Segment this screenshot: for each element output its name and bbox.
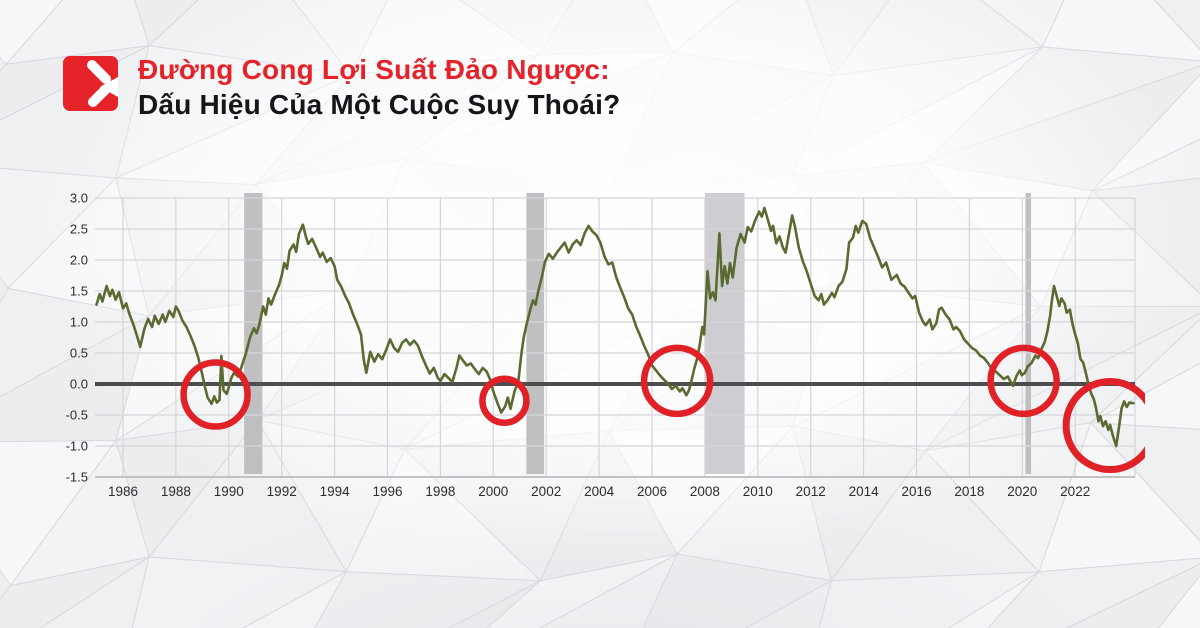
gridlines (95, 197, 1136, 478)
spread-series-line (95, 206, 1135, 448)
x-axis-label: 1992 (267, 484, 297, 499)
recession-band (1025, 193, 1032, 474)
x-axis-label: 1996 (372, 484, 402, 499)
inversion-circles (180, 344, 1145, 474)
y-axis-label: -1.5 (66, 470, 88, 485)
recession-bands (244, 193, 1032, 474)
header: Đường Cong Lợi Suất Đảo Ngược: Dấu Hiệu … (63, 54, 620, 122)
y-axis-label: -0.5 (66, 408, 88, 423)
x-axis-label: 2018 (954, 484, 984, 499)
inversion-circle (640, 344, 714, 418)
y-axis-label: 2.5 (70, 222, 88, 237)
inversion-circle (987, 344, 1060, 418)
page-title: Đường Cong Lợi Suất Đảo Ngược: Dấu Hiệu … (138, 52, 620, 122)
x-axis-label: 2004 (584, 484, 615, 499)
logo-slash-bottom-icon (88, 84, 111, 107)
x-axis-label: 2012 (796, 484, 826, 499)
recession-band (526, 193, 545, 474)
recession-band (244, 193, 263, 474)
y-axis-label: 1.5 (70, 284, 88, 299)
x-axis-label: 2008 (690, 484, 720, 499)
inversion-circle (1062, 378, 1145, 474)
title-line-2: Dấu Hiệu Của Một Cuộc Suy Thoái? (138, 89, 621, 120)
x-axis-labels: 1986 1988 1990 1992 1994 1996 1998 2000 2002 2004… (108, 484, 1090, 499)
x-axis-label: 1988 (161, 484, 191, 499)
y-axis-label: 1.0 (70, 315, 88, 330)
x-axis-label: 2006 (637, 484, 667, 499)
recession-band (704, 193, 745, 474)
x-axis-label: 2020 (1007, 484, 1037, 499)
y-axis-label: 0.0 (70, 377, 88, 392)
x-axis-label: 2010 (743, 484, 773, 499)
inversion-circle (479, 375, 530, 426)
brand-logo-icon (63, 56, 118, 111)
x-axis-label: 2022 (1060, 484, 1090, 499)
x-axis-label: 1986 (108, 484, 138, 499)
inversion-circle (180, 359, 251, 430)
x-axis-label: 2016 (901, 484, 931, 499)
y-axis-label: 3.0 (70, 191, 88, 206)
title-line-1: Đường Cong Lợi Suất Đảo Ngược: (138, 54, 610, 85)
x-axis-label: 1994 (320, 484, 351, 499)
y-axis-label: 0.5 (70, 346, 88, 361)
y-axis-label: 2.0 (70, 253, 88, 268)
y-axis-labels: 3.0 2.5 2.0 1.5 1.0 0.5 0.0 -0.5 -1.0 -1.5 (66, 191, 88, 485)
y-axis-label: -1.0 (66, 439, 88, 454)
logo-slash-top-icon (87, 60, 111, 84)
x-axis-label: 2000 (478, 484, 508, 499)
x-axis-label: 2002 (531, 484, 561, 499)
x-axis-label: 2014 (849, 484, 880, 499)
x-axis-label: 1998 (425, 484, 455, 499)
x-axis-label: 1990 (214, 484, 244, 499)
